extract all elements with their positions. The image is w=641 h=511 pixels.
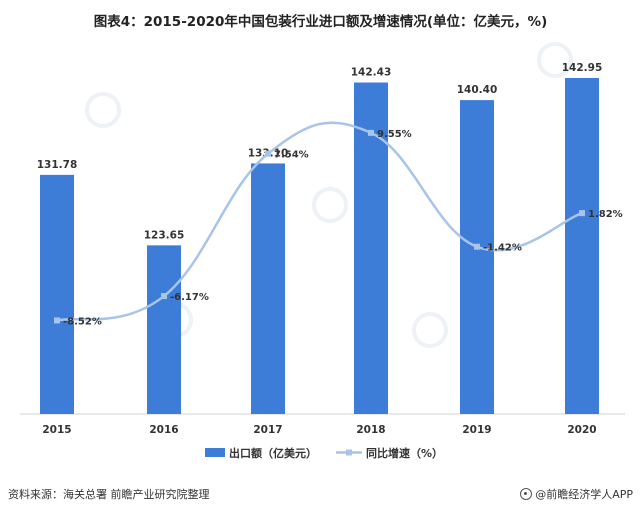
watermark-mark xyxy=(537,42,573,78)
line-point-2020 xyxy=(579,210,585,217)
line-label-2017: 7.54% xyxy=(274,150,309,161)
bar-2016 xyxy=(147,245,181,414)
bar-label-2019: 140.40 xyxy=(457,84,498,96)
brand-credit: @前瞻经济学人APP xyxy=(520,486,633,502)
bar-2019 xyxy=(460,100,494,415)
legend: 出口额（亿美元） 同比增速（%） xyxy=(205,446,443,460)
line-label-2015: -8.52% xyxy=(63,316,102,327)
x-tick-2017: 2017 xyxy=(253,424,282,436)
x-tick-2018: 2018 xyxy=(356,424,385,436)
line-point-2019 xyxy=(474,243,480,250)
brand-label: @前瞻经济学人APP xyxy=(535,488,633,501)
bar-2020 xyxy=(565,78,599,414)
bar-2018 xyxy=(354,82,388,414)
x-tick-2015: 2015 xyxy=(42,424,71,436)
growth-rate-line xyxy=(56,121,583,322)
legend-swatch-marker xyxy=(346,449,352,456)
brand-icon xyxy=(520,488,533,500)
line-label-2019: -1.42% xyxy=(483,243,522,254)
line-point-2016 xyxy=(161,293,167,300)
x-tick-2016: 2016 xyxy=(149,424,178,436)
line-label-2018: 9.55% xyxy=(377,129,412,140)
line-label-2016: -6.17% xyxy=(170,292,209,303)
x-tick-2019: 2019 xyxy=(462,424,491,436)
line-point-2017 xyxy=(265,150,271,157)
watermark-mark xyxy=(412,312,448,348)
bar-2015 xyxy=(40,174,74,414)
source-note: 资料来源：海关总署 前瞻产业研究院整理 xyxy=(8,488,210,501)
chart-title: 图表4：2015-2020年中国包装行业进口额及增速情况(单位：亿美元，%) xyxy=(93,14,548,30)
watermark-mark xyxy=(312,187,348,223)
line-point-2015 xyxy=(54,317,60,324)
bar-label-2018: 142.43 xyxy=(351,67,392,79)
legend-label-bar: 出口额（亿美元） xyxy=(229,446,317,460)
legend-label-line: 同比增速（%） xyxy=(366,446,443,460)
watermark-mark xyxy=(85,92,121,128)
bar-label-2020: 142.95 xyxy=(562,62,603,74)
bar-label-2016: 123.65 xyxy=(144,229,185,241)
line-label-2020: 1.82% xyxy=(588,209,623,220)
bar-2017 xyxy=(251,163,285,414)
bar-label-2015: 131.78 xyxy=(37,159,78,171)
line-point-2018 xyxy=(368,129,374,136)
legend-swatch-bar xyxy=(205,448,225,457)
x-tick-2020: 2020 xyxy=(567,424,596,436)
